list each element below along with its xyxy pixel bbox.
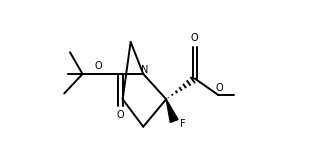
Text: O: O xyxy=(95,61,102,71)
Text: O: O xyxy=(191,33,199,43)
Text: O: O xyxy=(116,110,124,120)
Polygon shape xyxy=(166,99,178,122)
Text: O: O xyxy=(215,83,223,93)
Text: N: N xyxy=(141,65,148,75)
Text: F: F xyxy=(180,119,186,129)
